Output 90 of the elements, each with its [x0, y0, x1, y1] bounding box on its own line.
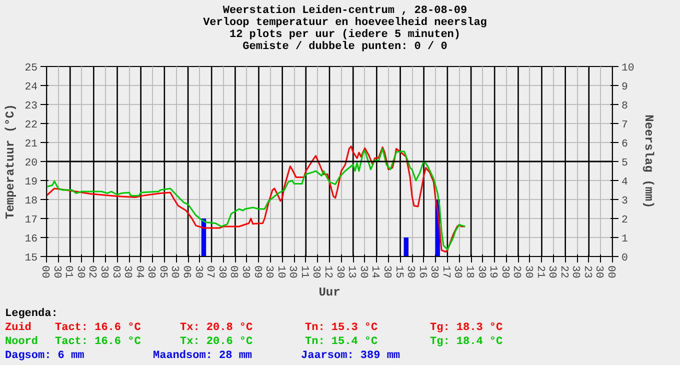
x-tick-label: 30 [192, 266, 204, 278]
x-tick-label: 30 [474, 266, 487, 278]
text: Tg: 18.3 °C [430, 321, 504, 335]
y2-tick-label: 2 [622, 214, 628, 226]
x-tick-label: 15 [392, 266, 404, 278]
x-tick-label: 30 [569, 266, 582, 278]
x-tick-label: 04 [132, 266, 145, 278]
y2-tick-label: 4 [622, 176, 628, 188]
x-tick-label: 03 [109, 266, 122, 278]
text: Noord [5, 335, 40, 349]
x-tick-label: 30 [121, 266, 134, 278]
x-axis-title: Uur [318, 285, 340, 300]
x-tick-label: 16 [416, 266, 428, 278]
x-tick-label: 30 [215, 266, 228, 278]
x-tick-label: 30 [97, 266, 110, 278]
y-tick-label: 25 [24, 62, 38, 74]
y-tick-label: 19 [24, 176, 38, 188]
x-tick-label: 30 [262, 266, 275, 278]
x-tick-label: 02 [86, 266, 98, 278]
text: Jaarsom: 389 mm [301, 349, 402, 363]
text: Zuid [5, 321, 32, 335]
x-tick-label: 30 [238, 266, 251, 278]
y2-axis-title: Neerslag (mm) [641, 114, 656, 208]
x-tick-label: 30 [498, 266, 510, 278]
x-tick-label: 22 [557, 266, 570, 278]
x-tick-label: 20 [510, 266, 522, 278]
x-tick-label: 23 [580, 266, 593, 278]
y-axis-title: Temperatuur (°C) [4, 104, 18, 220]
x-tick-label: 07 [204, 266, 216, 278]
x-tick-label: 01 [62, 266, 74, 278]
x-tick-label: 14 [368, 266, 381, 278]
x-tick-label: 11 [298, 266, 310, 278]
y2-tick-label: 3 [622, 196, 628, 208]
text: Tn: 15.3 °C [305, 321, 379, 335]
x-tick-label: 08 [227, 266, 240, 278]
text: Tx: 20.8 °C [180, 321, 254, 335]
y2-tick-label: 10 [622, 62, 634, 74]
x-tick-label: 10 [274, 266, 286, 278]
x-tick-label: 30 [356, 266, 369, 278]
y2-tick-label: 0 [622, 252, 628, 264]
text: Dagsom: 6 mm [5, 349, 86, 363]
x-tick-label: 13 [345, 266, 358, 278]
y2-tick-label: 7 [622, 120, 628, 132]
x-tick-label: 00 [604, 266, 616, 278]
y-tick-label: 16 [24, 234, 38, 246]
x-tick-label: 06 [180, 266, 192, 278]
x-tick-label: 30 [286, 266, 298, 278]
text: Tx: 20.6 °C [180, 335, 254, 349]
x-tick-label: 12 [322, 266, 334, 278]
x-tick-label: 00 [38, 266, 50, 278]
x-tick-label: 30 [74, 266, 86, 278]
x-tick-label: 30 [451, 266, 464, 278]
x-tick-label: 21 [534, 266, 546, 278]
x-tick-label: 30 [144, 266, 157, 278]
y2-tick-label: 6 [622, 138, 628, 150]
x-tick-label: 17 [439, 266, 452, 278]
y2-tick-label: 8 [622, 100, 628, 112]
y-tick-label: 17 [24, 214, 38, 226]
x-tick-label: 30 [404, 266, 416, 278]
text: Tact: 16.6 °C [55, 335, 142, 349]
text: Tg: 18.4 °C [430, 335, 504, 349]
y-tick-label: 21 [24, 138, 38, 150]
text: Maandsom: 28 mm [153, 349, 254, 363]
y-tick-label: 18 [24, 196, 38, 208]
x-tick-label: 05 [156, 266, 168, 278]
x-tick-label: 30 [380, 266, 392, 278]
x-tick-label: 30 [592, 266, 605, 278]
chart-subtitle: Verloop temperatuur en hoeveelheid neerslag 12 plots per uur (iedere 5 minuten) Gemiste / dubbele punten: 0 / 0 [203, 17, 487, 53]
x-tick-label: 30 [522, 266, 534, 278]
y-tick-label: 23 [24, 100, 38, 112]
text: Tn: 15.4 °C [305, 335, 379, 349]
y-tick-label: 24 [24, 82, 38, 94]
y-tick-label: 22 [24, 120, 38, 132]
x-tick-label: 30 [428, 266, 440, 278]
x-tick-label: 30 [546, 266, 558, 278]
y-tick-label: 20 [24, 158, 38, 170]
x-tick-label: 30 [333, 266, 346, 278]
text: Legenda: [5, 307, 59, 321]
text: Tact: 16.6 °C [55, 321, 142, 335]
y2-tick-label: 9 [622, 82, 628, 94]
x-tick-label: 19 [486, 266, 499, 278]
y-tick-label: 15 [24, 252, 38, 264]
x-tick-label: 30 [168, 266, 180, 278]
y2-tick-label: 1 [622, 234, 628, 246]
y2-tick-label: 5 [622, 158, 628, 170]
x-tick-label: 30 [50, 266, 62, 278]
x-tick-label: 30 [310, 266, 322, 278]
chart-title: Weerstation Leiden-centrum , 28-08-09 [222, 5, 468, 17]
x-tick-label: 18 [463, 266, 475, 278]
x-tick-label: 09 [250, 266, 263, 278]
